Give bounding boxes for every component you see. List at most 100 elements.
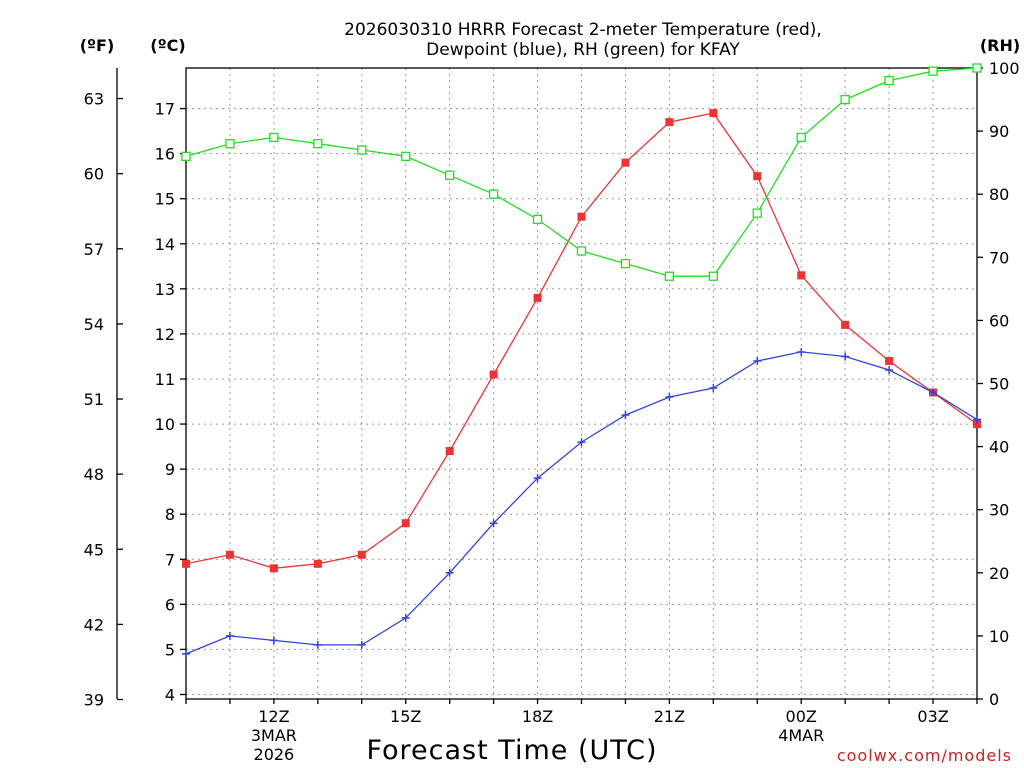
chart-title-line-1: 2026030310 HRRR Forecast 2-meter Tempera…: [344, 20, 822, 40]
rh-tick-label: 20: [989, 564, 1009, 583]
rh-unit-label: (RH): [980, 36, 1020, 55]
dewpoint-point: [269, 636, 278, 645]
dewpoint-point: [753, 356, 762, 365]
source-credit: coolwx.com/models: [837, 746, 1012, 765]
celsius-unit-label: (ºC): [150, 36, 185, 55]
x-tick-label: 2026: [254, 745, 295, 764]
x-tick-label: 00Z: [786, 707, 817, 726]
celsius-tick-label: 14: [155, 235, 175, 254]
celsius-tick-label: 11: [155, 370, 175, 389]
fahrenheit-tick-label: 54: [84, 315, 104, 334]
temperature-point: [313, 559, 322, 568]
temperature-point: [401, 519, 410, 528]
dewpoint-point: [929, 388, 938, 397]
celsius-tick-label: 10: [155, 415, 175, 434]
rh-tick-label: 100: [989, 59, 1020, 78]
fahrenheit-unit-label: (ºF): [80, 36, 115, 55]
fahrenheit-tick-label: 63: [84, 90, 104, 109]
temperature-point: [489, 370, 498, 379]
rh-point: [620, 258, 631, 269]
x-tick-label: 18Z: [522, 707, 553, 726]
rh-point: [796, 132, 806, 143]
celsius-tick-label: 5: [165, 640, 175, 659]
x-axis-title: Forecast Time (UTC): [366, 735, 657, 766]
rh-point: [884, 75, 894, 86]
rh-point: [269, 132, 279, 143]
temperature-point: [753, 172, 762, 181]
rh-point: [664, 271, 675, 281]
dewpoint-point: [797, 347, 806, 356]
rh-tick-label: 70: [989, 248, 1009, 267]
x-tick-label: 15Z: [390, 707, 421, 726]
rh-tick-label: 60: [989, 311, 1009, 330]
temperature-point: [533, 293, 542, 302]
rh-point: [225, 139, 235, 149]
rh-tick-label: 80: [989, 185, 1009, 204]
rh-tick-label: 10: [989, 627, 1009, 646]
temperature-point: [797, 271, 806, 280]
axes: 4567891011121314151617394245485154576063…: [84, 59, 1020, 764]
celsius-tick-label: 6: [165, 595, 175, 614]
dewpoint-point: [885, 365, 894, 374]
dewpoint-point: [401, 613, 410, 622]
dewpoint-point: [841, 352, 850, 361]
celsius-tick-label: 8: [165, 505, 175, 524]
temperature-point: [225, 550, 234, 559]
data-series: [181, 63, 982, 658]
chart-title-line-2: Dewpoint (blue), RH (green) for KFAY: [426, 40, 740, 60]
fahrenheit-tick-label: 48: [84, 465, 104, 484]
series-dewpoint: [182, 347, 981, 658]
dewpoint-point: [445, 568, 454, 577]
celsius-tick-label: 15: [155, 190, 175, 209]
dewpoint-point: [665, 393, 674, 402]
dewpoint-point: [709, 384, 718, 393]
temperature-point: [182, 559, 190, 568]
fahrenheit-tick-label: 42: [84, 615, 104, 634]
rh-point: [181, 151, 191, 161]
celsius-tick-label: 12: [155, 325, 175, 344]
dewpoint-point: [182, 649, 190, 658]
x-tick-label: 4MAR: [778, 726, 824, 745]
gridlines: [186, 68, 977, 699]
temperature-point: [709, 109, 718, 118]
dewpoint-point: [313, 640, 322, 649]
rh-point: [928, 66, 938, 76]
fahrenheit-tick-label: 45: [84, 540, 104, 559]
series-rh: [181, 63, 982, 281]
x-tick-label: 21Z: [654, 707, 685, 726]
celsius-tick-label: 17: [155, 100, 175, 119]
celsius-tick-label: 4: [165, 685, 175, 704]
dewpoint-point: [621, 411, 630, 420]
temperature-point: [577, 212, 586, 221]
rh-point: [752, 208, 762, 218]
temperature-point: [621, 158, 630, 167]
rh-tick-label: 50: [989, 375, 1009, 394]
rh-point: [532, 214, 543, 225]
celsius-tick-label: 9: [165, 460, 175, 479]
fahrenheit-tick-label: 57: [84, 240, 104, 259]
temperature-point: [269, 564, 278, 573]
x-tick-label: 03Z: [917, 707, 948, 726]
fahrenheit-tick-label: 51: [84, 390, 104, 409]
dewpoint-point: [577, 438, 586, 447]
rh-tick-label: 90: [989, 122, 1009, 141]
celsius-tick-label: 13: [155, 280, 175, 299]
temperature-point: [973, 420, 981, 429]
rh-point: [576, 246, 587, 256]
temperature-point: [841, 320, 850, 329]
temperature-point: [665, 118, 674, 127]
rh-point: [445, 170, 455, 180]
dewpoint-point: [357, 640, 366, 649]
fahrenheit-tick-label: 39: [84, 691, 104, 710]
rh-point: [840, 94, 850, 105]
dewpoint-point: [533, 474, 542, 483]
dewpoint-point: [489, 519, 498, 528]
dewpoint-point: [225, 631, 234, 640]
rh-point: [488, 189, 499, 199]
celsius-tick-label: 16: [155, 145, 175, 164]
series-temperature: [182, 109, 981, 573]
rh-point: [972, 63, 982, 73]
celsius-tick-label: 7: [165, 550, 175, 569]
dewpoint-point: [973, 415, 981, 424]
